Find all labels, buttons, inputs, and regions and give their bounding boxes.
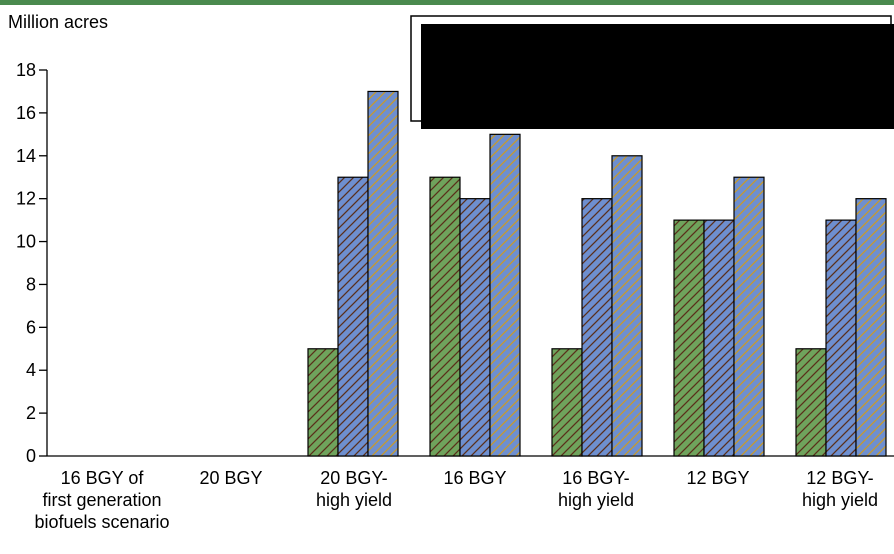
y-tick-label: 12 (16, 189, 36, 209)
bar-series-3 (611, 155, 643, 457)
bar-series-2 (581, 198, 613, 457)
y-tick-label: 2 (26, 403, 36, 423)
y-tick-label: 18 (16, 60, 36, 80)
axes: 0 2 4 6 8 10 12 14 16 18 (16, 60, 894, 466)
bar-series-1 (673, 219, 705, 457)
bar-series-3 (367, 90, 399, 457)
y-tick-label: 8 (26, 274, 36, 294)
x-tick-label: 20 BGY (199, 468, 262, 488)
x-tick-label: 12 BGY-high yield (802, 468, 878, 510)
y-axis-label: Million acres (8, 12, 108, 32)
x-tick-label: 20 BGY-high yield (316, 468, 392, 510)
bar-series-2 (459, 198, 491, 457)
y-tick-label: 10 (16, 232, 36, 252)
bar-series-2 (825, 219, 857, 457)
bar-series-3 (855, 198, 887, 457)
x-tick-label: 16 BGY (443, 468, 506, 488)
legend-redaction-box (421, 24, 894, 129)
bar-series-2 (703, 219, 735, 457)
y-tick-label: 14 (16, 146, 36, 166)
y-tick-label: 0 (26, 446, 36, 466)
bar-series-2 (337, 176, 369, 457)
x-tick-label: 16 BGY-high yield (558, 468, 634, 510)
y-tick-label: 4 (26, 360, 36, 380)
x-tick-label: 12 BGY (686, 468, 749, 488)
bar-series-1 (795, 348, 827, 457)
top-color-band (0, 0, 894, 5)
bar-series-1 (551, 348, 583, 457)
bar-series-3 (489, 133, 521, 457)
y-tick-label: 6 (26, 317, 36, 337)
y-tick-label: 16 (16, 103, 36, 123)
bar-series-3 (733, 176, 765, 457)
bars (307, 90, 887, 457)
bar-series-1 (429, 176, 461, 457)
bar-series-1 (307, 348, 339, 457)
x-tick-label: 16 BGY of first generation biofuels scenar… (34, 468, 169, 532)
legend (410, 15, 894, 129)
x-tick-labels: 16 BGY of first generation biofuels scenar… (34, 468, 878, 532)
